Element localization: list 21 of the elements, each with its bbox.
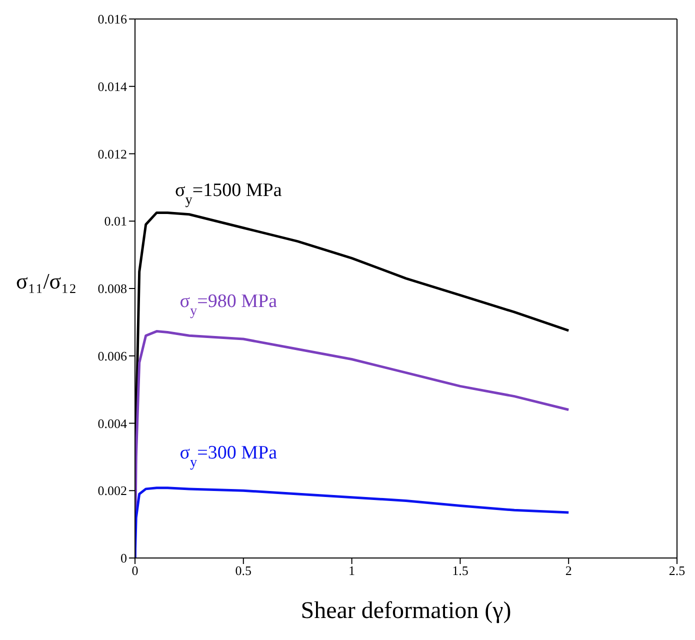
x-tick-label: 0.5	[235, 563, 252, 578]
y-tick-label: 0.016	[98, 12, 128, 27]
series-label: σ$_{y}$=1500 MPa	[175, 180, 282, 208]
y-tick-label: 0	[120, 550, 127, 566]
x-axis-title: Shear deformation (γ)	[300, 598, 512, 624]
x-tick-label: 1.5	[452, 563, 468, 578]
y-tick-label: 0.008	[98, 281, 127, 296]
y-tick-label: 0.01	[104, 214, 127, 229]
y-tick-label: 0.012	[98, 146, 127, 162]
y-tick-label: 0.006	[98, 348, 128, 364]
x-tick-label: 0	[132, 563, 138, 578]
series-label: σ$_{y}$=980 MPa	[180, 291, 278, 320]
x-tick-label: 2.5	[668, 563, 686, 578]
y-tick-label: 0.014	[98, 78, 128, 94]
y-tick-label: 0.004	[98, 416, 128, 431]
y-tick-label: 0.002	[98, 483, 127, 498]
y-axis-title: σ₁₁/σ₁₂	[16, 268, 77, 294]
x-tick-label: 2	[565, 563, 572, 578]
x-tick-label: 1	[348, 563, 356, 578]
line-series	[135, 486, 570, 558]
series-label: σ$_{y}$=300 MPa	[180, 442, 278, 471]
